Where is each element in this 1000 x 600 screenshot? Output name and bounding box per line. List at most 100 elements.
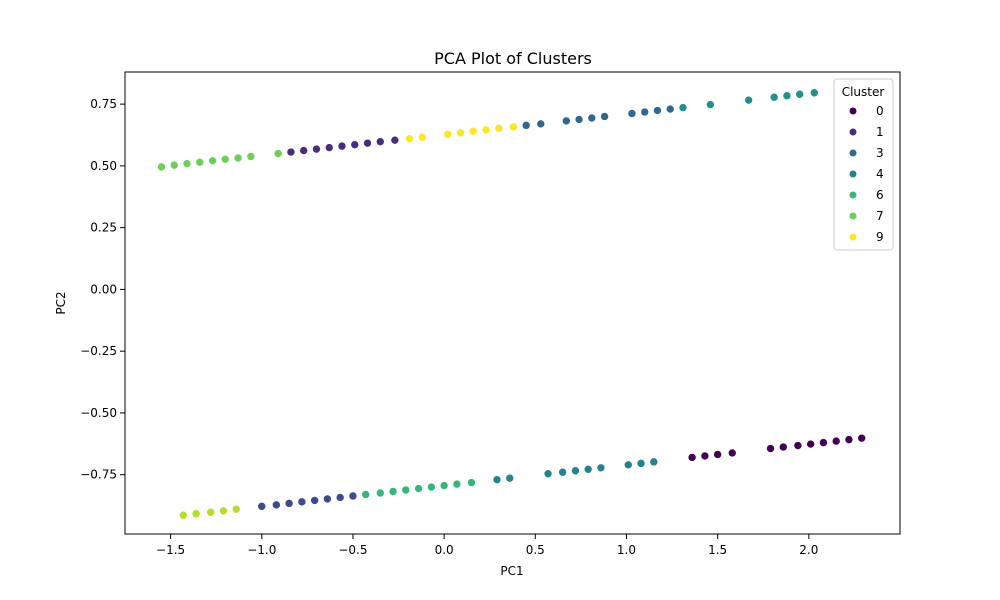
data-point	[335, 493, 345, 502]
data-point	[795, 89, 805, 99]
data-point	[220, 154, 230, 164]
data-point	[706, 100, 715, 109]
legend-marker	[849, 107, 857, 115]
data-point	[417, 132, 427, 142]
y-tick-label: 0.75	[90, 97, 117, 111]
data-point	[727, 448, 737, 458]
data-point	[600, 112, 609, 121]
legend: Cluster 0 1 3 4 6 7 9	[833, 78, 894, 251]
data-point	[678, 103, 688, 112]
data-point	[468, 126, 478, 136]
data-point	[687, 453, 697, 462]
data-point	[350, 140, 360, 149]
data-point	[272, 500, 281, 510]
legend-marker	[849, 149, 857, 157]
y-tick-label: 0.00	[90, 282, 117, 296]
data-point	[257, 502, 267, 511]
data-point	[246, 152, 256, 161]
data-point	[405, 134, 414, 144]
data-point	[481, 125, 491, 135]
x-tick-label: 2.0	[799, 543, 818, 557]
data-point	[636, 459, 646, 468]
data-point	[439, 481, 449, 490]
data-point	[769, 92, 779, 102]
data-point	[700, 451, 710, 461]
x-tick-label: −1.5	[156, 543, 185, 557]
data-point	[744, 95, 753, 105]
legend-marker	[849, 191, 857, 199]
data-point	[492, 475, 502, 484]
data-point	[348, 491, 358, 501]
data-point	[649, 457, 659, 467]
data-point	[179, 510, 188, 520]
x-tick-label: −0.5	[338, 543, 367, 557]
legend-label: 9	[876, 230, 884, 244]
data-point	[505, 473, 515, 483]
data-point	[494, 124, 504, 133]
data-point	[361, 490, 371, 499]
data-point	[299, 146, 309, 155]
data-point	[623, 460, 633, 470]
data-point	[286, 147, 296, 157]
y-tick-label: 0.50	[90, 159, 117, 173]
data-point	[793, 441, 803, 450]
legend-label: 0	[876, 104, 884, 118]
data-point	[169, 160, 179, 170]
data-point	[273, 149, 283, 158]
data-point	[587, 113, 597, 123]
data-point	[782, 91, 792, 101]
data-point	[208, 156, 217, 165]
data-point	[521, 121, 531, 130]
legend-label: 6	[876, 188, 884, 202]
y-axis: −0.75 −0.50 −0.25 0.00 0.25 0.50 0.75	[80, 97, 125, 482]
x-axis-label: PC1	[500, 564, 523, 578]
data-point	[427, 482, 436, 492]
data-point	[766, 444, 775, 453]
legend-marker	[849, 212, 857, 220]
data-point	[157, 162, 166, 172]
x-tick-label: 0.0	[435, 543, 454, 557]
data-point	[206, 507, 216, 517]
data-point	[337, 141, 347, 151]
y-tick-label: −0.50	[80, 406, 117, 420]
data-point	[452, 479, 462, 489]
y-tick-label: −0.75	[80, 468, 117, 482]
data-point	[596, 463, 606, 473]
x-tick-label: 0.5	[526, 543, 545, 557]
legend-box	[833, 78, 894, 251]
data-point	[324, 143, 334, 152]
data-point	[713, 450, 722, 459]
data-point	[571, 466, 580, 476]
data-point	[312, 144, 321, 154]
data-point	[561, 116, 571, 126]
data-point	[857, 433, 867, 443]
data-point	[809, 88, 819, 98]
y-tick-label: −0.25	[80, 344, 117, 358]
data-point	[583, 464, 593, 474]
plot-frame	[124, 71, 901, 535]
x-tick-label: 1.0	[617, 543, 636, 557]
legend-title: Cluster	[842, 85, 885, 99]
x-axis: −1.5 −1.0 −0.5 0.0 0.5 1.0 1.5 2.0	[156, 534, 818, 557]
data-point	[627, 109, 637, 118]
data-point	[467, 478, 476, 487]
data-point	[443, 129, 453, 139]
data-point	[536, 119, 546, 129]
data-point	[191, 509, 201, 519]
data-point	[778, 442, 788, 452]
data-point	[640, 107, 650, 117]
data-point	[310, 496, 319, 505]
data-point	[456, 128, 465, 138]
y-tick-label: 0.25	[90, 221, 117, 235]
legend-label: 1	[876, 125, 884, 139]
legend-marker	[849, 128, 857, 136]
data-point	[558, 467, 567, 477]
data-point	[219, 506, 228, 516]
legend-label: 7	[876, 209, 884, 223]
data-point	[375, 137, 385, 146]
data-point	[819, 438, 828, 447]
legend-marker	[849, 170, 857, 178]
data-point	[414, 484, 423, 493]
data-point	[401, 485, 411, 495]
